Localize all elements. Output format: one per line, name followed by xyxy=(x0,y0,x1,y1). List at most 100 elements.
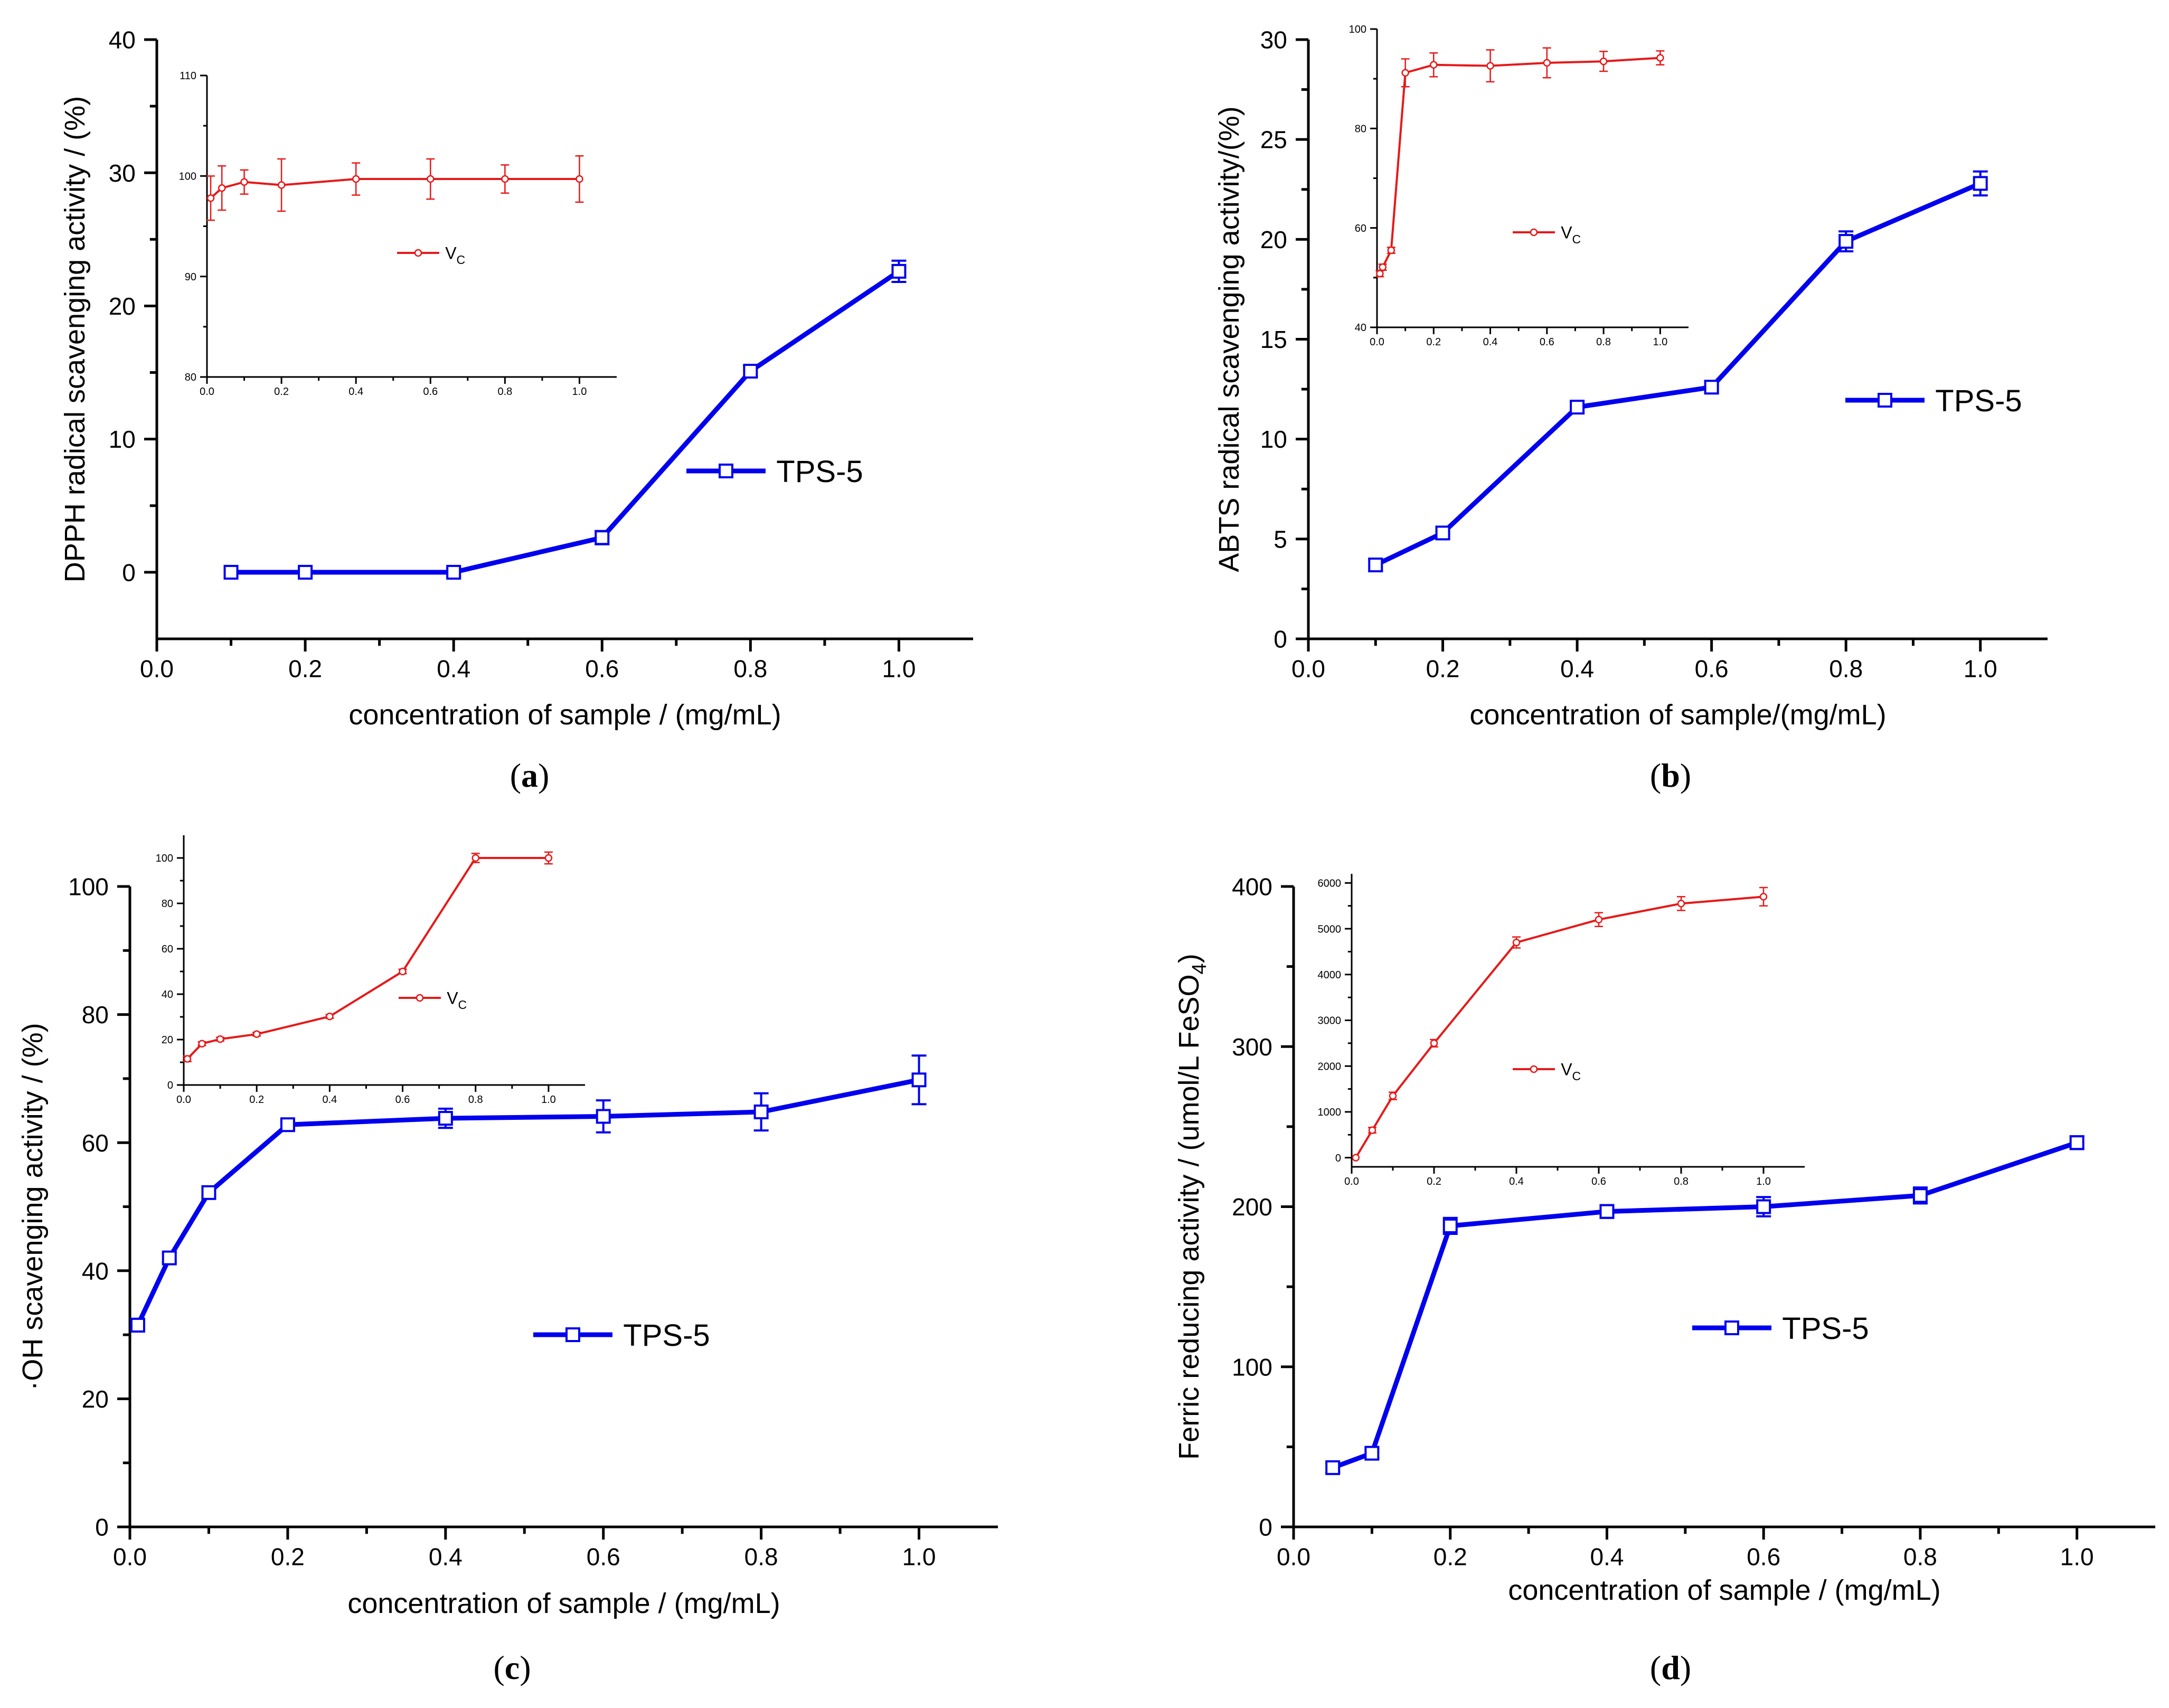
main-x-tick-label: 0.4 xyxy=(429,1543,463,1570)
panels: 0.0 0.2 0.4 0.6 0.8 1.0 0 10 20 30 40 TPS-5 concentr… xyxy=(17,24,2155,1686)
main-x-tick-label: 0.6 xyxy=(587,1543,620,1570)
x-axis-label: concentration of sample / (mg/mL) xyxy=(347,1588,780,1619)
main-data-point xyxy=(596,1109,611,1124)
inset-y-tick-label: 100 xyxy=(179,171,196,183)
main-data-point xyxy=(438,1111,453,1126)
inset-y-tick-label: 80 xyxy=(162,898,173,910)
inset-data-point xyxy=(216,1035,224,1043)
inset-x-tick-label: 1.0 xyxy=(1653,336,1667,348)
main-x-tick-label: 0.6 xyxy=(585,655,619,682)
inset-data-point xyxy=(1543,59,1551,67)
inset-data-point xyxy=(1368,1126,1376,1134)
panel-letter: (b) xyxy=(1650,757,1691,794)
inset-data-point xyxy=(218,184,226,192)
inset-x-tick-label: 0.4 xyxy=(322,1094,337,1106)
inset-data-point xyxy=(326,1012,334,1021)
main-data-point xyxy=(743,364,758,379)
inset-y-tick-label: 80 xyxy=(1355,124,1366,135)
inset-y-tick-label: 0 xyxy=(1335,1153,1341,1164)
main-data-point xyxy=(1912,1188,1928,1203)
main-x-tick-label: 0.0 xyxy=(1277,1543,1310,1570)
main-x-tick-label: 0.2 xyxy=(1426,655,1460,682)
main-x-tick-label: 0.8 xyxy=(744,1543,778,1570)
inset-y-tick-label: 110 xyxy=(180,70,196,82)
inset-legend-subscript: C xyxy=(1572,1069,1581,1083)
main-y-tick-label: 5 xyxy=(1274,525,1287,553)
inset-x-tick-label: 0.0 xyxy=(1344,1176,1359,1187)
main-y-tick-label: 300 xyxy=(1232,1033,1272,1061)
inset-legend-subscript: C xyxy=(1572,232,1581,246)
inset-y-tick-label: 60 xyxy=(1355,223,1366,234)
main-y-tick-label: 40 xyxy=(82,1257,109,1285)
inset-data-point xyxy=(1401,69,1409,77)
main-x-tick-label: 0.4 xyxy=(1590,1543,1624,1570)
main-data-point xyxy=(1704,380,1719,395)
y-axis-label: ABTS radical scavenging activity/(%) xyxy=(1213,106,1245,572)
inset-y-tick-label: 1000 xyxy=(1318,1107,1342,1118)
y-axis-label: ·OH scavenging activity / (%) xyxy=(17,1023,49,1390)
main-data-point xyxy=(1756,1199,1771,1214)
inset-x-tick-label: 0.8 xyxy=(1596,336,1611,348)
inset-series-line xyxy=(1355,895,1764,1158)
inset-data-point xyxy=(352,175,360,183)
inset-x-tick-label: 1.0 xyxy=(572,386,587,398)
main-y-tick-label: 30 xyxy=(109,159,136,187)
main-legend-label: TPS-5 xyxy=(623,1318,710,1353)
main-data-point xyxy=(891,263,907,279)
inset-x-tick-label: 0.4 xyxy=(1483,336,1498,348)
inset-y-tick-label: 40 xyxy=(162,989,173,1001)
main-x-tick-label: 0.0 xyxy=(140,655,174,682)
main-y-tick-label: 10 xyxy=(109,426,136,453)
y-axis-label-end: ) xyxy=(1173,954,1205,963)
x-axis-label: concentration of sample / (mg/mL) xyxy=(348,699,781,731)
inset-data-point xyxy=(240,178,248,186)
inset-data-point xyxy=(1599,57,1608,65)
inset-data-point xyxy=(1430,1039,1438,1048)
main-x-tick-label: 0.4 xyxy=(437,655,470,682)
inset-y-tick-label: 40 xyxy=(1355,322,1366,334)
main-y-tick-label: 0 xyxy=(122,559,136,586)
main-x-tick-label: 0.8 xyxy=(733,655,767,682)
inset-data-point xyxy=(544,854,553,862)
inset-data-point xyxy=(1595,916,1603,923)
inset-x-tick-label: 0.8 xyxy=(1674,1176,1689,1187)
inset-y-tick-label: 20 xyxy=(162,1034,173,1046)
main-x-tick-label: 0.6 xyxy=(1747,1543,1780,1570)
inset-data-point xyxy=(471,854,479,862)
inset-x-tick-label: 0.2 xyxy=(274,386,289,398)
main-data-point xyxy=(1368,558,1383,573)
main-y-tick-label: 20 xyxy=(109,292,136,320)
main-legend-marker xyxy=(565,1327,580,1342)
inset-legend-subscript: C xyxy=(457,253,466,267)
inset-legend-marker xyxy=(416,994,424,1002)
main-data-point xyxy=(1570,400,1585,415)
main-series-line xyxy=(231,269,900,575)
panel-letter: (d) xyxy=(1650,1649,1691,1686)
inset-legend-subscript: C xyxy=(458,998,467,1012)
main-legend-label: TPS-5 xyxy=(776,455,863,489)
chart-panel: 0.0 0.2 0.4 0.6 0.8 1.0 0 100 200 300 400 TPS-5 conc… xyxy=(1173,873,2155,1686)
inset-data-point xyxy=(252,1030,261,1038)
main-y-tick-label: 30 xyxy=(1260,26,1287,54)
main-data-point xyxy=(2069,1135,2085,1150)
chart-panel: 0.0 0.2 0.4 0.6 0.8 1.0 0 10 20 30 40 TPS-5 concentr… xyxy=(59,26,973,794)
main-data-point xyxy=(1973,176,1988,191)
main-x-tick-label: 0.0 xyxy=(113,1543,147,1570)
main-y-tick-label: 20 xyxy=(1260,226,1287,253)
main-y-tick-label: 400 xyxy=(1232,873,1272,901)
main-data-point xyxy=(753,1104,769,1119)
main-series-line xyxy=(1374,181,1982,568)
inset-data-point xyxy=(1389,1092,1397,1100)
panel-letter-bold: b xyxy=(1661,757,1680,794)
inset-y-tick-label: 0 xyxy=(167,1080,173,1091)
inset-x-tick-label: 0.4 xyxy=(1509,1176,1524,1187)
main-x-tick-label: 0.8 xyxy=(1903,1543,1937,1570)
inset-data-point xyxy=(399,967,407,976)
inset-data-point xyxy=(1387,246,1395,254)
inset-data-point xyxy=(1430,61,1438,69)
main-y-tick-label: 15 xyxy=(1260,326,1287,353)
chart-panel: 0.0 0.2 0.4 0.6 0.8 1.0 0 5 10 15 20 25 30 TPS-5 conce… xyxy=(1213,24,2048,794)
main-x-tick-label: 1.0 xyxy=(1964,655,1997,682)
inset-x-tick-label: 0.6 xyxy=(395,1094,410,1106)
